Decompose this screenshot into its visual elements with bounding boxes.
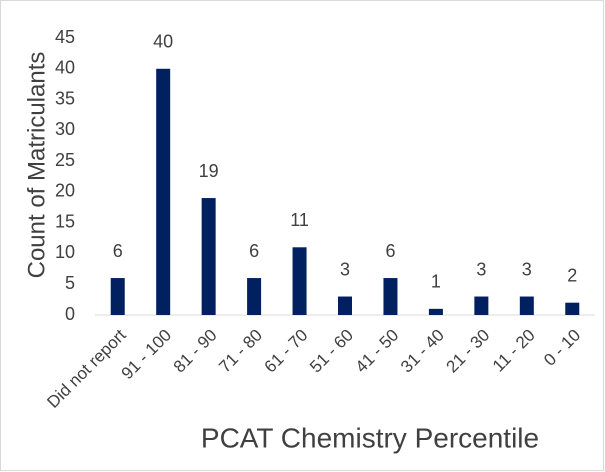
bar: [247, 278, 262, 315]
y-tick-label: 30: [55, 119, 75, 139]
y-tick-label: 0: [65, 304, 75, 324]
y-tick-label: 25: [55, 150, 75, 170]
y-tick-label: 35: [55, 88, 75, 108]
y-tick-label: 45: [55, 27, 75, 47]
x-axis-title: PCAT Chemistry Percentile: [201, 422, 539, 453]
data-label: 2: [567, 265, 577, 285]
data-label: 3: [476, 259, 486, 279]
data-label: 19: [199, 161, 219, 181]
data-label: 6: [113, 241, 123, 261]
data-label: 11: [290, 210, 309, 230]
data-label: 3: [522, 259, 532, 279]
data-label: 40: [153, 32, 173, 52]
y-tick-label: 15: [55, 211, 75, 231]
y-tick-label: 20: [55, 181, 75, 201]
y-axis-title: Count of Matriculants: [23, 52, 50, 279]
bar: [201, 198, 216, 315]
bar: [474, 296, 489, 315]
y-tick-label: 10: [55, 242, 75, 262]
y-tick-label: 40: [55, 58, 75, 78]
bar: [110, 278, 125, 315]
data-label: 3: [340, 259, 350, 279]
data-label: 6: [249, 241, 259, 261]
bar: [338, 296, 352, 315]
data-label: 6: [385, 241, 395, 261]
bar: [292, 247, 307, 315]
bar: [383, 278, 398, 315]
bar: [565, 302, 580, 315]
bar: [519, 296, 534, 315]
bar: [428, 308, 443, 315]
data-label: 1: [431, 272, 441, 292]
y-tick-label: 5: [65, 273, 75, 293]
bar: [156, 68, 171, 316]
